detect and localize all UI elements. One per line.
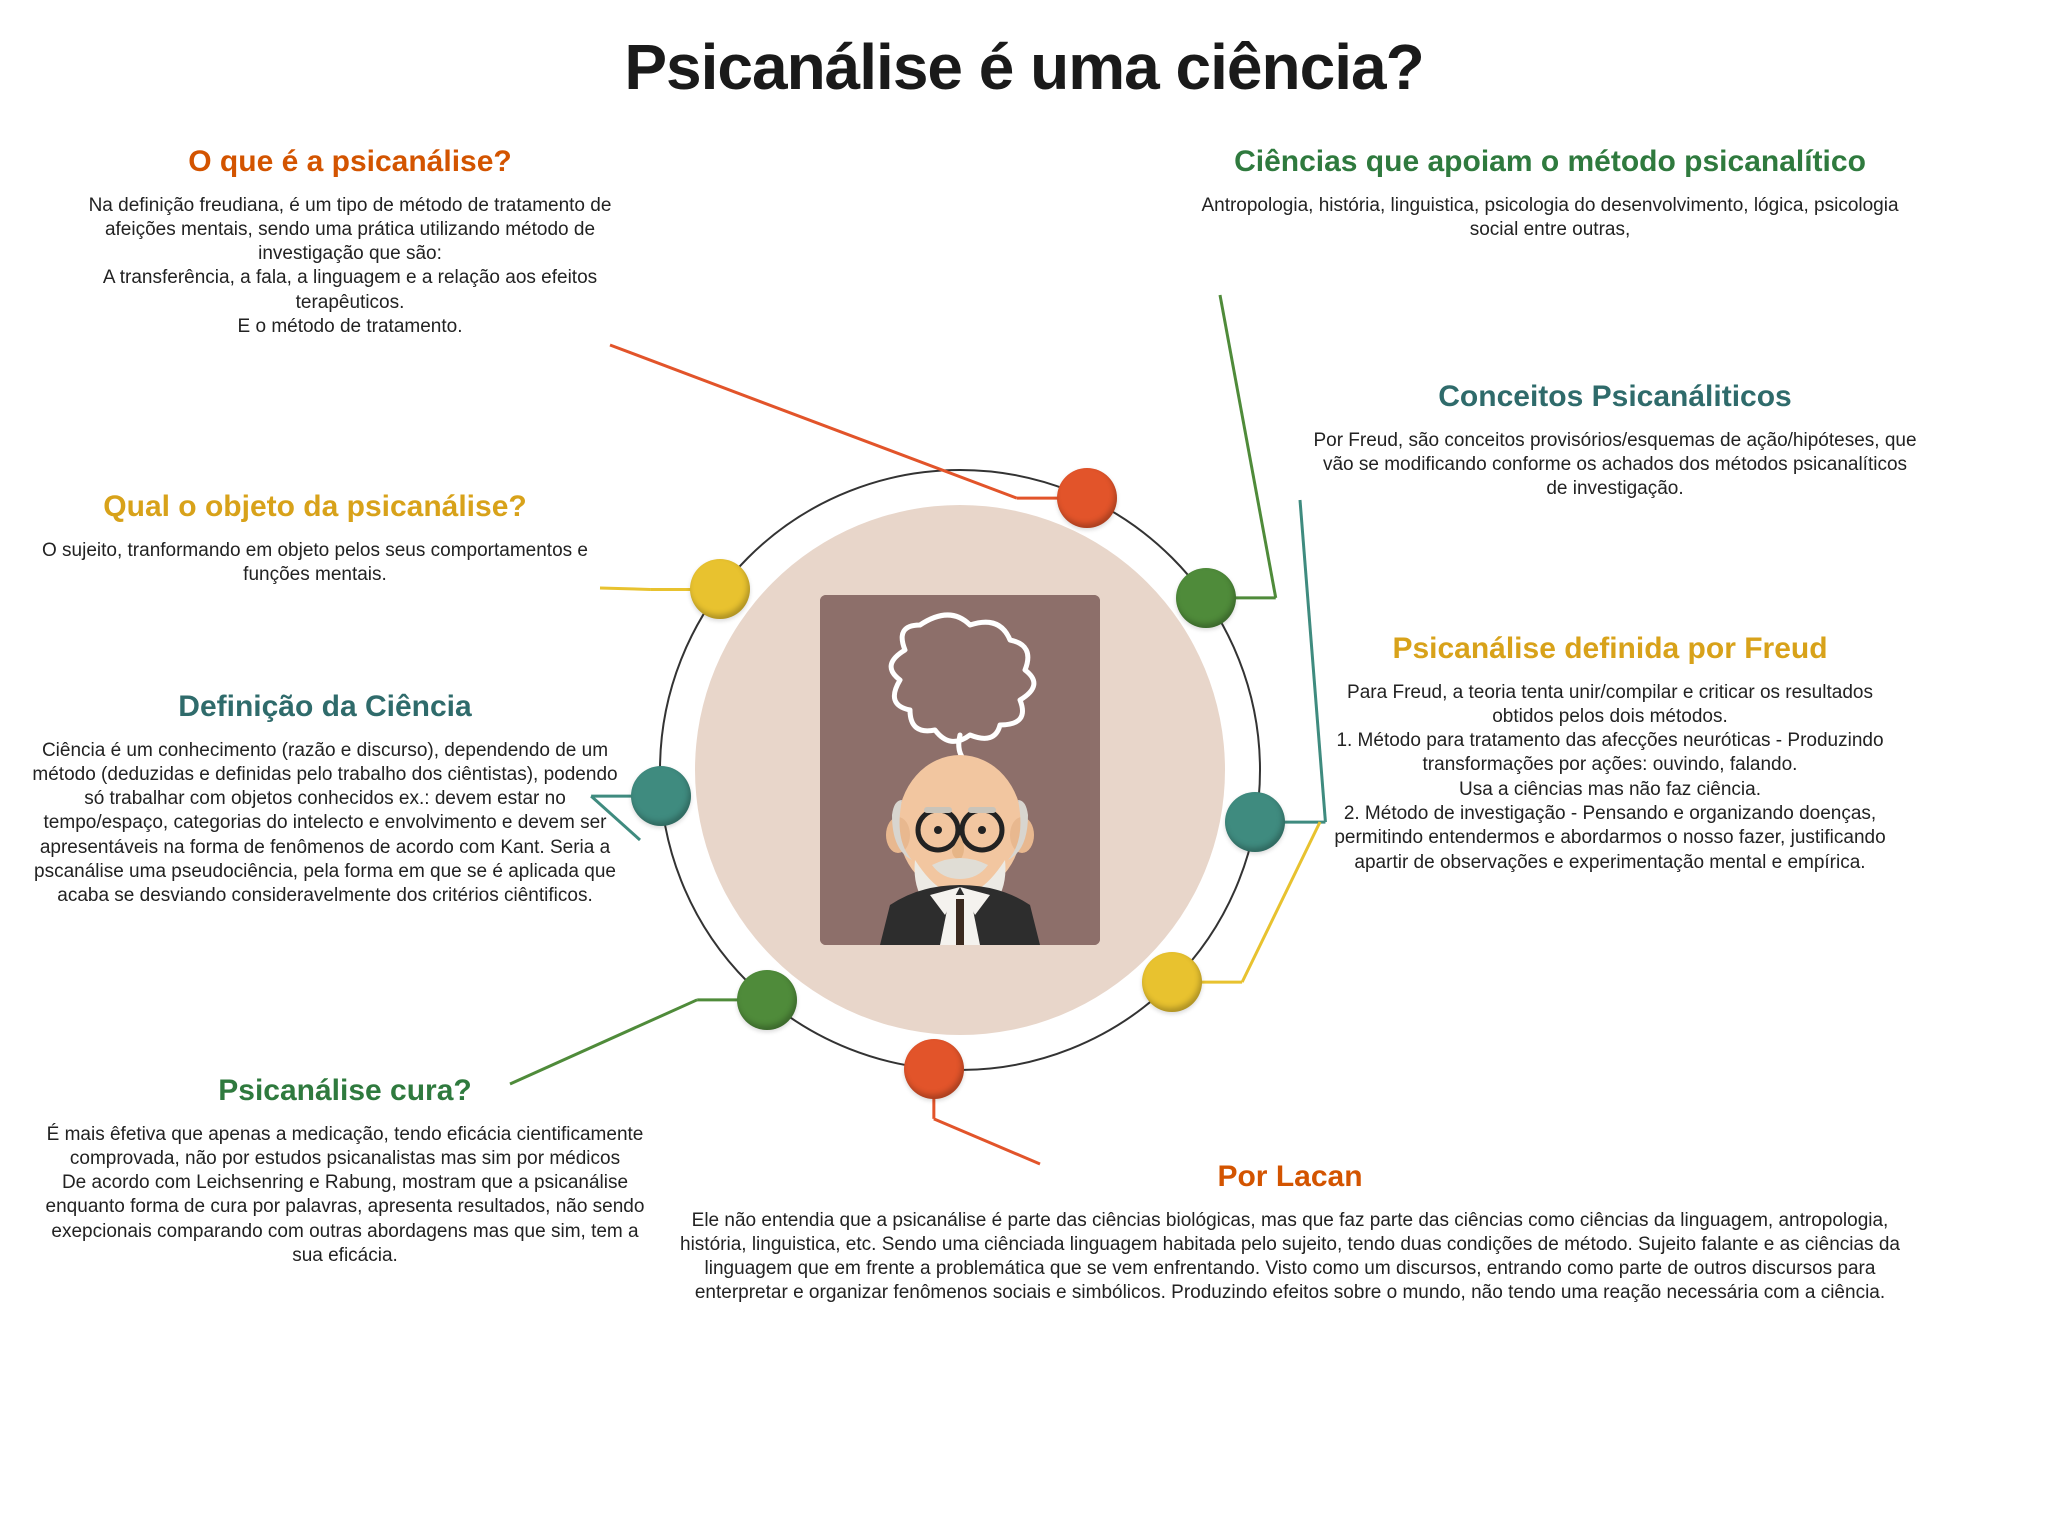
page-title: Psicanálise é uma ciência?	[0, 30, 2048, 104]
freud-illustration	[820, 595, 1100, 945]
n-right-yellow	[1142, 952, 1202, 1012]
section-heading: O que é a psicanálise?	[60, 145, 640, 180]
section-body: Ciência é um conhecimento (razão e discu…	[20, 739, 630, 909]
section-heading: Definição da Ciência	[20, 690, 630, 725]
n-top-orange	[1057, 468, 1117, 528]
section-body: O sujeito, tranformando em objeto pelos …	[20, 539, 610, 588]
section-heading: Psicanálise cura?	[40, 1074, 650, 1109]
section-body: Ele não entendia que a psicanálise é par…	[680, 1209, 1900, 1306]
section-body: É mais êfetiva que apenas a medicação, t…	[40, 1123, 650, 1269]
section-heading: Qual o objeto da psicanálise?	[20, 490, 610, 525]
section-s3: Psicanálise definida por Freud Para Freud…	[1330, 632, 1890, 875]
n-bottom-green	[737, 970, 797, 1030]
section-body: Por Freud, são conceitos provisórios/esq…	[1310, 429, 1920, 502]
section-body: Na definição freudiana, é um tipo de mét…	[60, 194, 640, 340]
section-heading: Conceitos Psicanáliticos	[1310, 380, 1920, 415]
section-q2: Qual o objeto da psicanálise? O sujeito, …	[20, 490, 610, 587]
section-q4: Psicanálise cura? É mais êfetiva que apen…	[40, 1074, 650, 1268]
section-heading: Psicanálise definida por Freud	[1330, 632, 1890, 667]
section-q1: O que é a psicanálise? Na definição freud…	[60, 145, 640, 339]
section-s4: Por Lacan Ele não entendia que a psicanál…	[680, 1160, 1900, 1306]
n-bottom-orange	[904, 1039, 964, 1099]
section-body: Antropologia, história, linguistica, psi…	[1180, 194, 1920, 243]
section-s1: Ciências que apoiam o método psicanalíti…	[1180, 145, 1920, 242]
n-left-teal	[631, 766, 691, 826]
section-s2: Conceitos Psicanáliticos Por Freud, são c…	[1310, 380, 1920, 501]
section-q3: Definição da Ciência Ciência é um conheci…	[20, 690, 630, 909]
section-heading: Ciências que apoiam o método psicanalíti…	[1180, 145, 1920, 180]
section-heading: Por Lacan	[680, 1160, 1900, 1195]
n-top-green	[1176, 568, 1236, 628]
section-body: Para Freud, a teoria tenta unir/compilar…	[1330, 681, 1890, 876]
